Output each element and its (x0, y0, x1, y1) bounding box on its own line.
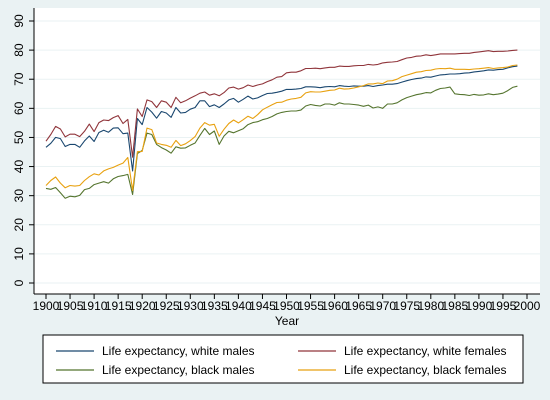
series-line-0 (45, 65, 518, 172)
plot-area (34, 8, 540, 294)
y-tick-label: 80 (12, 43, 26, 57)
series-lines (45, 49, 518, 199)
x-tick-label: 1950 (273, 299, 300, 313)
x-tick-label: 1980 (417, 299, 444, 313)
legend-label-3: Life expectancy, black females (344, 363, 507, 377)
y-tick-label: 0 (12, 279, 26, 286)
x-axis-ticks: 1900190519101915192019251930193519401945… (33, 294, 541, 313)
y-tick-label: 60 (12, 101, 26, 115)
series-line-1 (45, 49, 518, 158)
legend-box (42, 334, 524, 384)
x-tick-label: 1925 (153, 299, 180, 313)
x-tick-label: 1995 (490, 299, 517, 313)
y-tick-label: 90 (12, 14, 26, 28)
x-tick-label: 1975 (393, 299, 420, 313)
x-tick-label: 1990 (466, 299, 493, 313)
x-tick-label: 1955 (297, 299, 324, 313)
x-tick-label: 1915 (105, 299, 132, 313)
x-tick-label: 1960 (321, 299, 348, 313)
y-tick-label: 30 (12, 189, 26, 203)
y-tick-label: 10 (12, 247, 26, 261)
y-tick-label: 50 (12, 130, 26, 144)
y-tick-label: 70 (12, 72, 26, 86)
series-line-2 (45, 85, 518, 199)
x-tick-label: 1910 (81, 299, 108, 313)
y-tick-label: 40 (12, 160, 26, 174)
x-tick-label: 1920 (129, 299, 156, 313)
y-axis-ticks: 0 10 20 30 40 50 60 70 80 90 (12, 14, 34, 286)
x-tick-label: 1985 (441, 299, 468, 313)
x-tick-label: 1970 (369, 299, 396, 313)
x-tick-label: 1900 (33, 299, 60, 313)
gridlines (34, 20, 540, 284)
legend-label-2: Life expectancy, black males (102, 363, 255, 377)
x-axis-title: Year (275, 314, 299, 328)
x-tick-label: 1945 (249, 299, 276, 313)
legend-label-1: Life expectancy, white females (344, 344, 507, 358)
legend: Life expectancy, white males Life expecta… (56, 344, 507, 377)
x-tick-label: 1935 (201, 299, 228, 313)
y-tick-label: 20 (12, 218, 26, 232)
x-tick-label: 1965 (345, 299, 372, 313)
series-line-3 (45, 64, 518, 191)
x-tick-label: 2000 (514, 299, 541, 313)
legend-label-0: Life expectancy, white males (102, 344, 255, 358)
x-tick-label: 1905 (57, 299, 84, 313)
x-tick-label: 1940 (225, 299, 252, 313)
x-tick-label: 1930 (177, 299, 204, 313)
